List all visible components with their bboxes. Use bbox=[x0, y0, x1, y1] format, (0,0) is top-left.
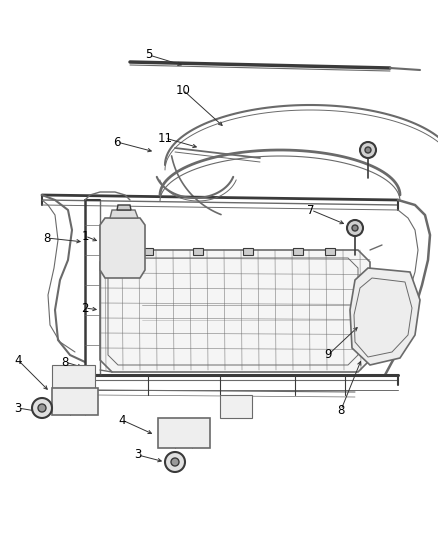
Polygon shape bbox=[220, 395, 252, 418]
Circle shape bbox=[171, 458, 179, 466]
Polygon shape bbox=[100, 250, 370, 372]
Polygon shape bbox=[110, 210, 138, 218]
Polygon shape bbox=[100, 218, 145, 278]
Polygon shape bbox=[52, 365, 95, 388]
Polygon shape bbox=[117, 205, 131, 210]
Circle shape bbox=[365, 147, 371, 153]
Text: 9: 9 bbox=[324, 349, 332, 361]
Text: 7: 7 bbox=[307, 204, 315, 216]
Text: 8: 8 bbox=[61, 356, 69, 368]
Text: 8: 8 bbox=[337, 403, 345, 416]
Polygon shape bbox=[143, 248, 153, 255]
Polygon shape bbox=[350, 268, 420, 365]
Text: 4: 4 bbox=[118, 414, 126, 426]
Text: 6: 6 bbox=[113, 135, 121, 149]
Text: 5: 5 bbox=[145, 49, 153, 61]
Text: 1: 1 bbox=[81, 230, 89, 243]
Polygon shape bbox=[158, 418, 210, 448]
Polygon shape bbox=[293, 248, 303, 255]
Text: 4: 4 bbox=[14, 353, 22, 367]
Text: 10: 10 bbox=[176, 84, 191, 96]
Circle shape bbox=[32, 398, 52, 418]
Circle shape bbox=[38, 404, 46, 412]
Text: 8: 8 bbox=[43, 231, 51, 245]
Polygon shape bbox=[193, 248, 203, 255]
Circle shape bbox=[352, 225, 358, 231]
Circle shape bbox=[347, 220, 363, 236]
Polygon shape bbox=[52, 388, 98, 415]
Circle shape bbox=[360, 142, 376, 158]
Text: 3: 3 bbox=[134, 448, 141, 462]
Text: 3: 3 bbox=[14, 401, 22, 415]
Circle shape bbox=[165, 452, 185, 472]
Polygon shape bbox=[243, 248, 253, 255]
Polygon shape bbox=[325, 248, 335, 255]
Text: 11: 11 bbox=[158, 132, 173, 144]
Text: 2: 2 bbox=[81, 302, 89, 314]
